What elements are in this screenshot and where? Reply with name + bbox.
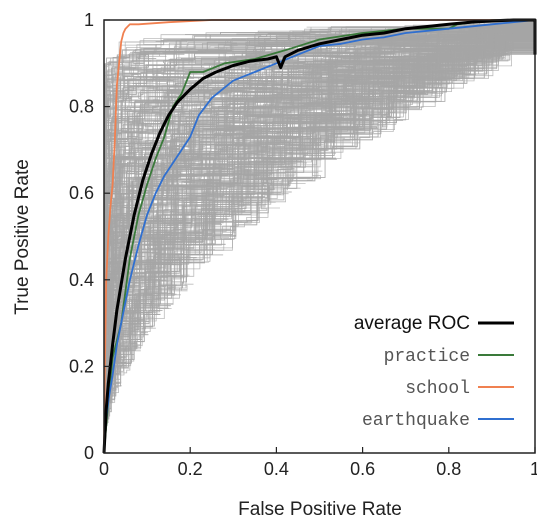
background-roc-curve xyxy=(103,20,536,453)
x-axis-label: False Positive Rate xyxy=(238,499,402,520)
background-roc-curve xyxy=(103,20,536,453)
background-roc-curves xyxy=(103,19,536,453)
background-roc-curve xyxy=(103,20,536,453)
background-roc-curve xyxy=(103,20,536,453)
background-roc-curve xyxy=(103,20,536,453)
background-roc-curve xyxy=(103,20,536,453)
background-roc-curve xyxy=(103,20,536,453)
background-roc-curve xyxy=(103,20,536,453)
y-tick-label: 0.6 xyxy=(69,183,94,203)
x-tick-label: 0.2 xyxy=(178,459,203,479)
x-tick-label: 1 xyxy=(530,459,537,479)
y-tick-label: 1 xyxy=(84,10,94,30)
background-roc-curve xyxy=(103,19,536,453)
y-tick-label: 0.8 xyxy=(69,97,94,117)
plot-frame xyxy=(103,19,536,454)
background-roc-curve xyxy=(103,20,536,453)
x-tick-label: 0.4 xyxy=(264,459,289,479)
background-roc-curve xyxy=(103,20,536,453)
y-tick-label: 0 xyxy=(84,443,94,463)
legend-label-practice: practice xyxy=(384,347,470,367)
y-axis-label: True Positive Rate xyxy=(12,159,33,315)
series-layer xyxy=(102,18,537,454)
series-line-earthquake xyxy=(103,19,536,454)
x-tick-label: 0.8 xyxy=(436,459,461,479)
x-tick-label: 0.6 xyxy=(350,459,375,479)
y-tick-label: 0.2 xyxy=(69,356,94,376)
legend-label-earthquake: earthquake xyxy=(362,411,470,431)
background-roc-curve xyxy=(103,20,536,453)
background-roc-curve xyxy=(103,20,536,453)
background-roc-curve xyxy=(103,20,536,453)
axis-ticks: 0 0.2 0.4 0.6 0.8 1 0 0.2 0.4 0.6 0.8 1 xyxy=(69,10,537,479)
background-roc-curve xyxy=(103,20,536,453)
background-roc-curve xyxy=(103,20,536,453)
series-line-average-roc xyxy=(102,18,537,454)
y-tick-label: 0.4 xyxy=(69,270,94,290)
background-roc-curve xyxy=(103,20,536,453)
legend-label-average-roc: average ROC xyxy=(354,313,470,334)
legend: average ROC practice school earthquake xyxy=(354,313,514,431)
background-roc-curve xyxy=(103,20,536,453)
background-roc-curve xyxy=(103,20,536,453)
background-roc-curve xyxy=(103,20,536,453)
background-roc-curve xyxy=(103,20,536,453)
legend-label-school: school xyxy=(405,379,470,399)
x-tick-label: 0 xyxy=(99,459,109,479)
